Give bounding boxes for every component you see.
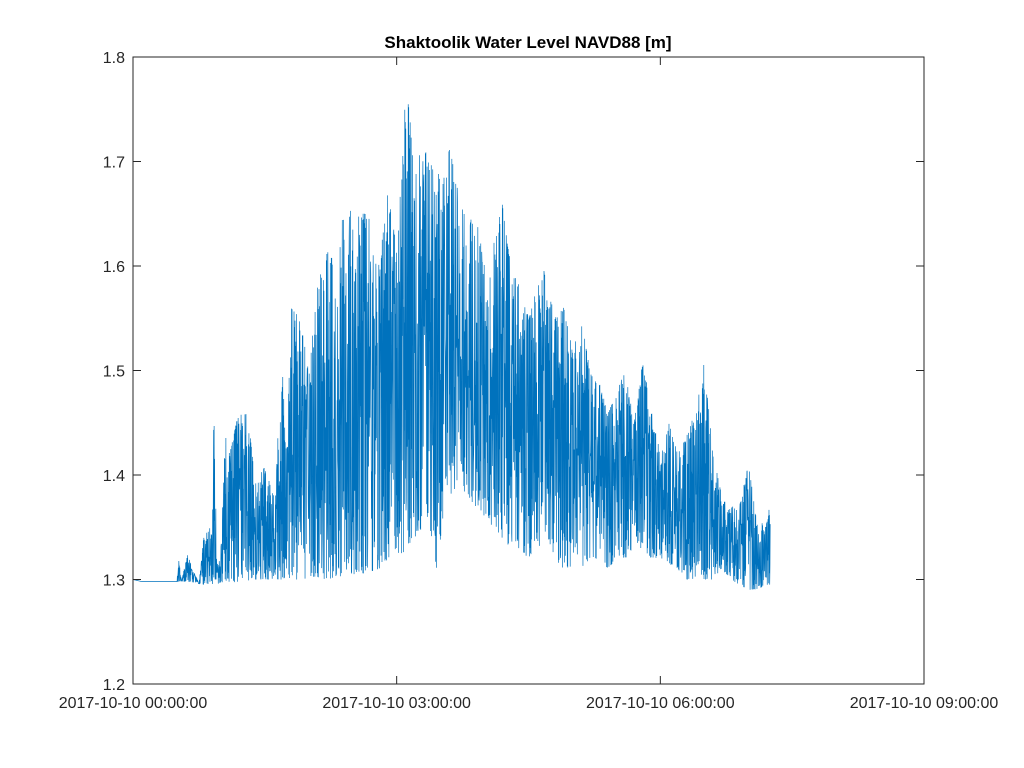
y-tick-label: 1.6 xyxy=(103,259,125,276)
x-tick-label: 2017-10-10 03:00:00 xyxy=(322,695,471,712)
y-tick-label: 1.2 xyxy=(103,677,125,694)
y-tick-label: 1.3 xyxy=(103,573,125,590)
water-level-series-line xyxy=(133,104,771,590)
x-axis: 2017-10-10 00:00:00 2017-10-10 03:00:00 20… xyxy=(59,57,999,712)
x-tick-label: 2017-10-10 00:00:00 xyxy=(59,695,208,712)
y-tick-label: 1.5 xyxy=(103,364,125,381)
x-tick-label: 2017-10-10 06:00:00 xyxy=(586,695,735,712)
y-tick-label: 1.8 xyxy=(103,50,125,67)
y-tick-label: 1.4 xyxy=(103,468,125,485)
y-tick-label: 1.7 xyxy=(103,155,125,172)
chart-title: Shaktoolik Water Level NAVD88 [m] xyxy=(384,33,671,52)
y-axis: 1.2 1.3 1.4 1.5 1.6 1.7 1.8 xyxy=(103,50,924,694)
x-tick-label: 2017-10-10 09:00:00 xyxy=(850,695,999,712)
